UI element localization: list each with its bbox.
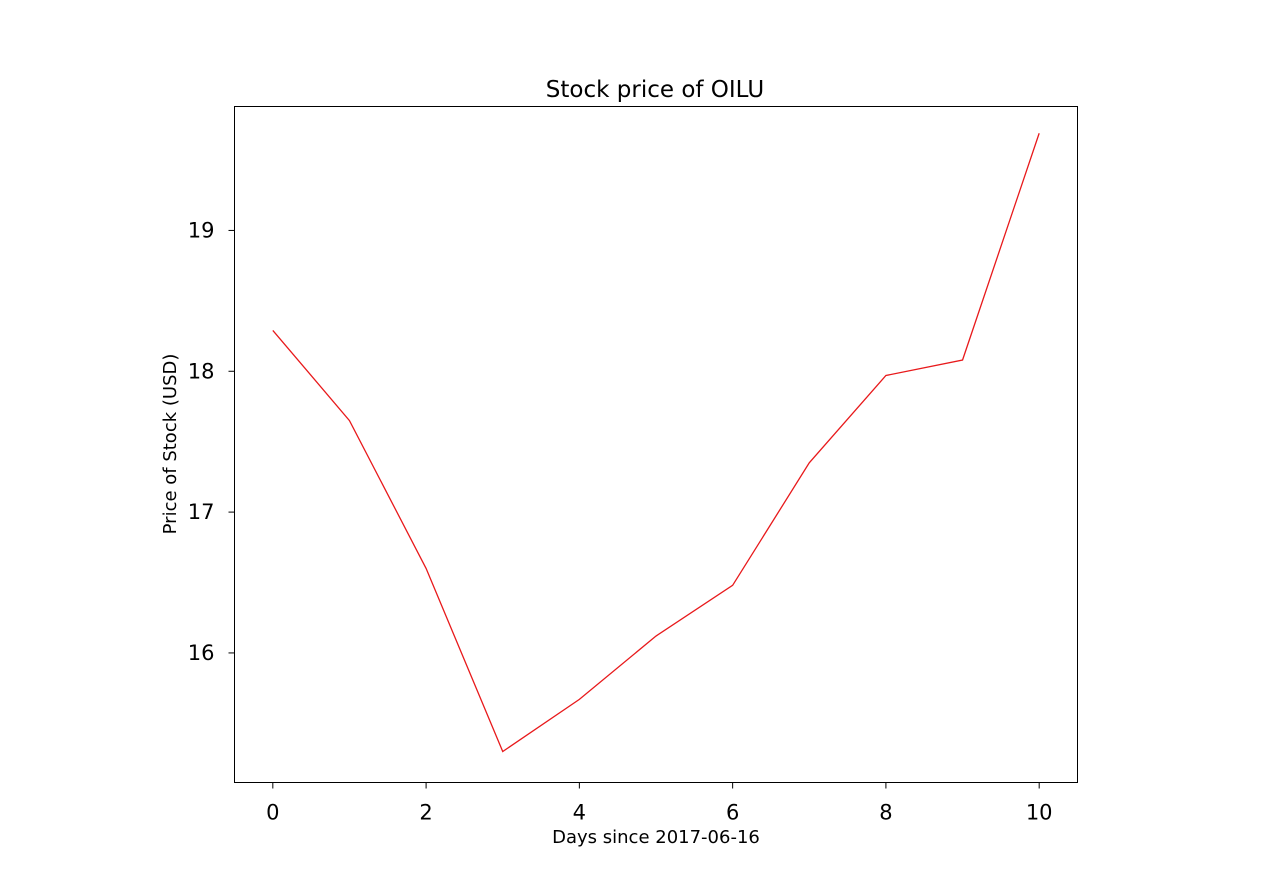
y-axis-label: Price of Stock (USD) [160,354,181,535]
x-tick-label: 8 [879,801,892,825]
chart-title: Stock price of OILU [546,77,764,103]
y-tick-label: 17 [188,500,215,524]
x-tick-label: 6 [726,801,739,825]
y-tick-label: 19 [188,218,215,242]
series-layer [272,133,1040,753]
x-axis-label: Days since 2017-06-16 [552,827,760,848]
plot-frame [234,106,1078,783]
y-axis: 16 17 18 19 [188,218,235,665]
x-axis: 0 2 4 6 8 10 [266,782,1053,825]
y-tick-label: 16 [188,641,215,665]
x-tick-label: 10 [1026,801,1053,825]
y-tick-label: 18 [188,359,215,383]
x-tick-label: 2 [419,801,432,825]
series-line [272,133,1040,753]
x-tick-label: 4 [573,801,586,825]
x-tick-label: 0 [266,801,279,825]
